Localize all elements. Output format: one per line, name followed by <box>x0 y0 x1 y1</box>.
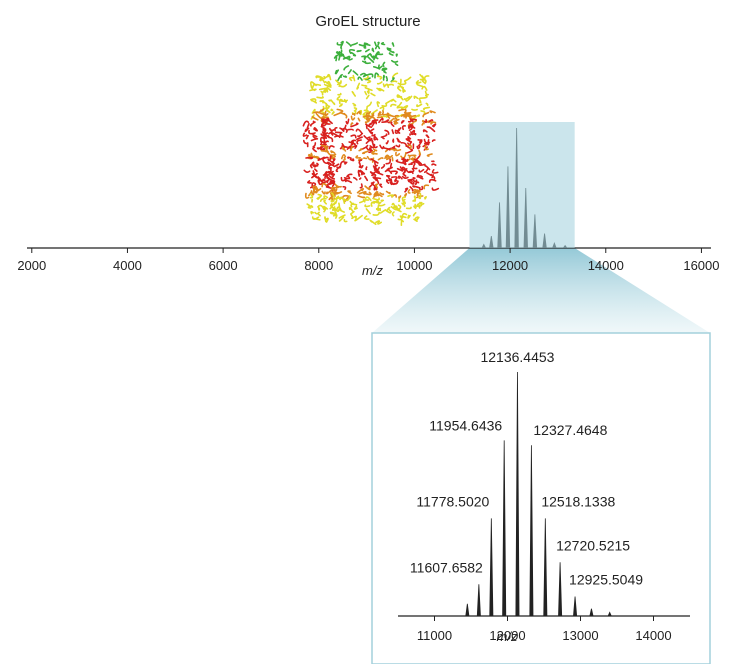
structure-band <box>333 40 399 83</box>
zoom-connector <box>372 248 710 333</box>
peak-label: 12720.5215 <box>556 537 630 553</box>
inset-tick-label: 14000 <box>635 628 671 643</box>
main-tick-label: 6000 <box>209 258 238 273</box>
structure-band <box>303 155 440 193</box>
structure-band <box>302 117 437 154</box>
peak-label: 11954.6436 <box>429 417 502 433</box>
inset-x-axis-label: m/z <box>497 629 518 644</box>
peak-label: 12136.4453 <box>480 349 554 365</box>
inset-x-ticks: 11000 12000 13000 14000 <box>417 616 672 643</box>
main-tick-label: 14000 <box>588 258 624 273</box>
inset-tick-label: 13000 <box>562 628 598 643</box>
inset-tick-label: 12000 <box>489 628 525 643</box>
main-x-ticks: 2000 4000 6000 8000 10000 12000 14000 16000 <box>17 248 720 273</box>
highlight-region <box>469 122 575 248</box>
main-spectrum: 2000 4000 6000 8000 10000 12000 14000 16000 m/z <box>17 122 720 333</box>
peak-label: 12327.4648 <box>533 422 607 438</box>
structure-band <box>306 192 427 226</box>
main-tick-label: 4000 <box>113 258 142 273</box>
inset-frame <box>371 332 711 664</box>
structure-band <box>304 182 430 203</box>
main-tick-label: 16000 <box>683 258 719 273</box>
peak-label: 11607.6582 <box>410 559 483 575</box>
inset-tick-label: 11000 <box>417 628 452 643</box>
inset-peak-labels: 12136.4453 11954.6436 12327.4648 11778.5020… <box>410 349 643 587</box>
main-tick-label: 2000 <box>17 258 46 273</box>
peak-label: 12925.5049 <box>569 571 643 587</box>
inset-spectrum: 11000 12000 13000 14000 12136.4453 11954.643… <box>371 332 711 664</box>
main-tick-label: 12000 <box>492 258 528 273</box>
inset-peaks <box>465 371 612 617</box>
inset-peak-trace <box>465 371 612 617</box>
structure-label: GroEL structure <box>315 13 420 30</box>
groel-structure-image <box>302 40 440 226</box>
main-tick-label: 10000 <box>396 258 432 273</box>
main-x-axis-label: m/z <box>362 263 383 278</box>
peak-label: 11778.5020 <box>416 493 489 509</box>
main-tick-label: 8000 <box>304 258 333 273</box>
peak-label: 12518.1338 <box>541 493 615 509</box>
